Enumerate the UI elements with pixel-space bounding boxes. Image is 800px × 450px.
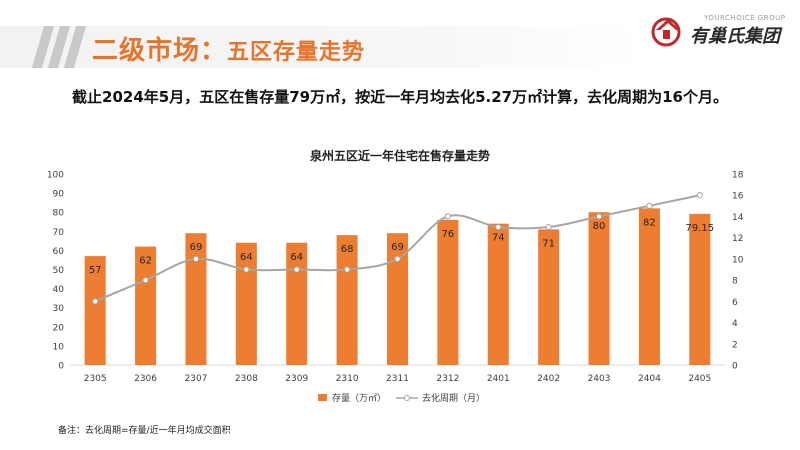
x-tick-label: 2312 — [436, 374, 459, 384]
y-right-tick-label: 18 — [732, 171, 744, 181]
bar-data-label: 68 — [341, 244, 354, 255]
legend-bar-swatch — [318, 394, 327, 401]
y-left-tick-label: 80 — [53, 209, 65, 219]
cycle-point — [495, 223, 502, 231]
bar — [135, 246, 157, 365]
logo-cn-text: 有巢氏集团 — [690, 26, 780, 47]
x-tick-label: 2402 — [537, 374, 560, 384]
y-left-tick-label: 30 — [53, 304, 65, 314]
bar-data-label: 71 — [542, 238, 555, 249]
bar-data-label: 76 — [442, 229, 455, 240]
x-tick-label: 2404 — [638, 374, 661, 384]
y-left-tick-label: 0 — [58, 362, 64, 372]
y-left-tick-label: 10 — [53, 342, 65, 352]
bar — [588, 212, 610, 365]
bar-data-label: 79.15 — [685, 223, 714, 234]
y-right-tick-label: 4 — [732, 319, 738, 329]
legend-line-label: 去化周期（月） — [422, 392, 485, 404]
cycle-point — [344, 266, 351, 273]
bar-data-label: 69 — [391, 242, 404, 253]
cycle-point — [696, 192, 703, 199]
bar — [286, 242, 308, 365]
bar — [487, 223, 509, 365]
x-tick-label: 2307 — [185, 374, 208, 384]
cycle-point — [293, 266, 300, 273]
y-left-tick-label: 50 — [53, 266, 65, 276]
x-tick-label: 2405 — [688, 374, 711, 384]
bar-data-label: 64 — [240, 252, 253, 263]
cycle-point — [444, 213, 451, 220]
y-right-tick-label: 10 — [732, 255, 744, 265]
cycle-point — [243, 266, 250, 273]
section-title: 二级市场：五区存量走势 — [92, 30, 365, 67]
bar — [84, 256, 106, 365]
cycle-point — [92, 298, 99, 305]
bar-data-label: 82 — [643, 217, 656, 228]
y-right-tick-label: 0 — [732, 362, 738, 372]
footnote: 备注：去化周期=存量/近一年月均成交面积 — [58, 426, 231, 436]
bar — [235, 242, 257, 365]
bar — [538, 229, 560, 365]
cycle-point — [545, 223, 552, 231]
y-left-tick-label: 20 — [53, 323, 65, 333]
bar-data-label: 62 — [139, 256, 152, 267]
y-left-tick-label: 60 — [53, 247, 65, 257]
bar — [185, 233, 207, 365]
section-title-main: 二级市场： — [92, 36, 228, 66]
company-logo: YOURCHOICE GROUP 有巢氏集团 — [640, 8, 790, 48]
y-right-tick-label: 2 — [732, 340, 738, 350]
x-tick-label: 2401 — [487, 374, 510, 384]
section-title-sub: 五区存量走势 — [227, 40, 366, 65]
x-tick-label: 2403 — [588, 374, 611, 384]
cycle-point — [192, 255, 200, 262]
x-tick-label: 2308 — [235, 374, 258, 384]
bar — [387, 233, 408, 365]
bar-data-label: 64 — [290, 252, 303, 263]
header-stripes-icon — [32, 26, 86, 68]
bar — [638, 208, 660, 365]
x-tick-label: 2311 — [386, 374, 409, 384]
cycle-point — [394, 255, 401, 262]
y-left-tick-label: 40 — [53, 285, 65, 295]
headline: 截止2024年5月，五区在售存量79万㎡，按近一年月均去化5.27万㎡计算，去化… — [72, 88, 728, 106]
y-left-tick-label: 90 — [53, 190, 65, 200]
header-band — [0, 26, 640, 68]
x-tick-label: 2305 — [84, 374, 107, 384]
bar-data-label: 80 — [593, 221, 606, 232]
bar-data-label: 57 — [89, 265, 102, 276]
y-left-tick-label: 70 — [53, 228, 65, 238]
y-left-tick-label: 100 — [47, 171, 64, 181]
x-tick-label: 2310 — [336, 374, 359, 384]
x-tick-label: 2306 — [134, 374, 157, 384]
bar — [437, 219, 459, 365]
y-right-tick-label: 14 — [732, 213, 744, 223]
chart-title: 泉州五区近一年住宅在售存量走势 — [309, 149, 490, 163]
y-right-tick-label: 12 — [732, 234, 743, 244]
bar-data-label: 69 — [190, 242, 203, 253]
bar — [336, 235, 358, 365]
x-tick-label: 2309 — [285, 374, 308, 384]
house-logo-icon — [651, 17, 681, 47]
legend-bar-label: 存量（万㎡） — [332, 392, 386, 404]
bar-data-label: 74 — [492, 233, 505, 244]
legend-line-marker — [404, 395, 410, 401]
y-right-tick-label: 16 — [732, 192, 744, 202]
logo-en-text: YOURCHOICE GROUP — [704, 14, 786, 22]
cycle-point — [142, 277, 149, 284]
bar — [689, 213, 711, 365]
y-right-tick-label: 6 — [732, 298, 738, 308]
cycle-point — [595, 213, 603, 220]
cycle-point — [646, 202, 653, 209]
y-right-tick-label: 8 — [732, 277, 738, 287]
